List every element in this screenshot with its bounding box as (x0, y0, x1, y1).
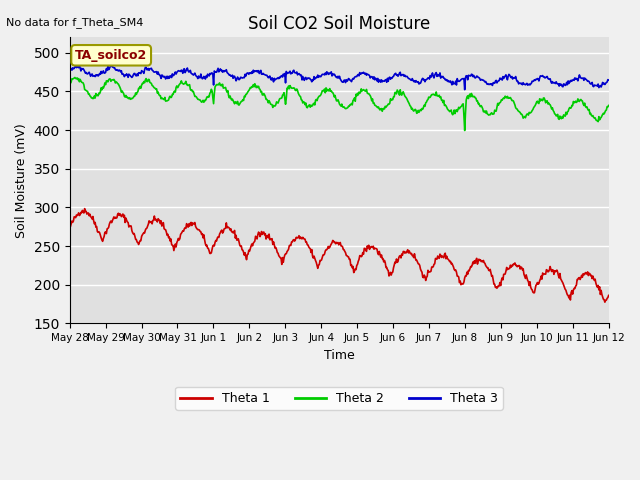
Title: Soil CO2 Soil Moisture: Soil CO2 Soil Moisture (248, 15, 430, 33)
Theta 3 (421, 79, 429, 84)
Theta 1 (186, 220, 194, 226)
Theta 1 (421, 274, 429, 279)
Theta 3 (215, 69, 223, 75)
Theta 3 (66, 66, 74, 72)
Y-axis label: Soil Moisture (mV): Soil Moisture (mV) (15, 123, 28, 238)
Theta 3 (76, 65, 84, 71)
Theta 2 (71, 74, 79, 80)
Theta 1 (605, 292, 612, 298)
Theta 1 (601, 300, 609, 305)
Theta 3 (76, 62, 83, 68)
Theta 1 (215, 235, 223, 240)
Text: No data for f_Theta_SM4: No data for f_Theta_SM4 (6, 17, 144, 28)
Theta 2 (605, 103, 612, 108)
Legend: Theta 1, Theta 2, Theta 3: Theta 1, Theta 2, Theta 3 (175, 387, 503, 410)
Theta 2 (215, 81, 223, 87)
Line: Theta 2: Theta 2 (70, 77, 609, 131)
Theta 1 (76, 213, 83, 218)
Theta 3 (132, 72, 140, 78)
Theta 2 (421, 103, 429, 109)
Theta 2 (132, 90, 140, 96)
Theta 2 (76, 76, 84, 82)
Theta 1 (66, 225, 74, 230)
Theta 1 (81, 206, 88, 212)
Theta 3 (186, 68, 194, 73)
Theta 2 (461, 128, 468, 133)
Theta 2 (405, 101, 413, 107)
Theta 2 (66, 79, 74, 85)
Line: Theta 1: Theta 1 (70, 209, 609, 302)
Theta 3 (405, 76, 413, 82)
Theta 3 (461, 87, 468, 93)
Text: TA_soilco2: TA_soilco2 (75, 49, 147, 62)
Theta 1 (132, 237, 140, 242)
Theta 1 (405, 248, 413, 254)
Theta 3 (605, 77, 612, 83)
X-axis label: Time: Time (324, 348, 355, 362)
Line: Theta 3: Theta 3 (70, 65, 609, 90)
Theta 2 (186, 86, 194, 92)
